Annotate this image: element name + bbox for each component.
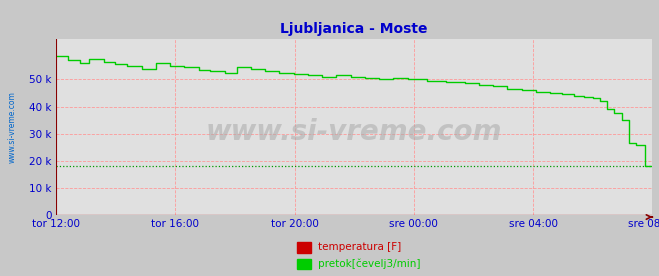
Title: Ljubljanica - Moste: Ljubljanica - Moste (281, 22, 428, 36)
Text: pretok[čevelj3/min]: pretok[čevelj3/min] (318, 259, 420, 269)
Text: www.si-vreme.com: www.si-vreme.com (206, 118, 502, 146)
Text: www.si-vreme.com: www.si-vreme.com (8, 91, 17, 163)
Text: temperatura [F]: temperatura [F] (318, 242, 401, 252)
